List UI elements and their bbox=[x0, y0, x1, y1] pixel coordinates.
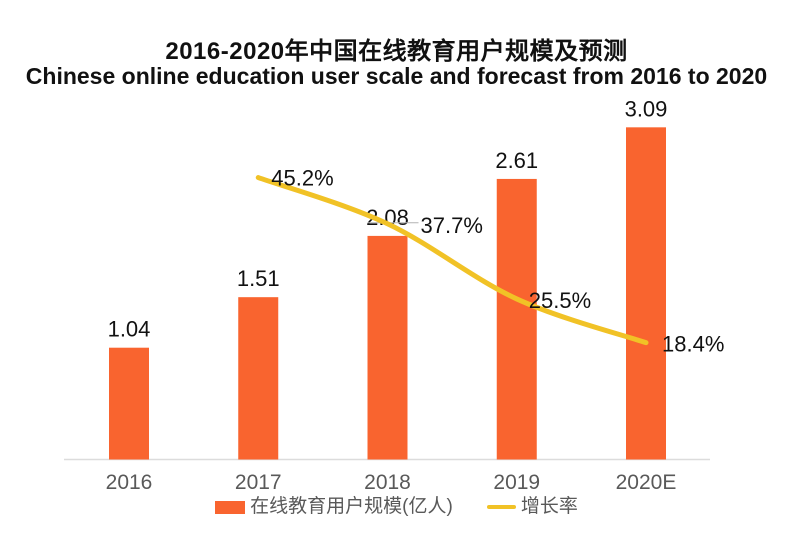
bar-series-label: 在线教育用户规模(亿人) bbox=[250, 496, 453, 517]
growth-rate-label-2017: 45.2% bbox=[271, 166, 333, 191]
x-axis-label-2017: 2017 bbox=[235, 471, 282, 494]
bar-series-swatch-icon bbox=[215, 500, 246, 514]
legend-item-line-series: 增长率 bbox=[486, 496, 578, 517]
x-axis-label-2019: 2019 bbox=[493, 471, 540, 494]
growth-rate-line bbox=[255, 175, 649, 346]
bar-value-label-2016: 1.04 bbox=[108, 317, 151, 342]
x-axis-label-2020E: 2020E bbox=[616, 471, 677, 494]
growth-rate-label-2019: 25.5% bbox=[529, 288, 591, 313]
chart-title-cn: 2016-2020年中国在线教育用户规模及预测 bbox=[165, 38, 628, 65]
bar-value-label-2019: 2.61 bbox=[495, 148, 538, 173]
bar-2016 bbox=[109, 347, 149, 460]
x-axis-label-2016: 2016 bbox=[106, 471, 153, 494]
bar-2018 bbox=[367, 235, 408, 460]
line-series-swatch-icon bbox=[486, 505, 516, 509]
growth-rate-label-2020E: 18.4% bbox=[662, 332, 724, 357]
chart-legend: 在线教育用户规模(亿人) 增长率 bbox=[0, 497, 793, 517]
legend-item-bar-series: 在线教育用户规模(亿人) bbox=[215, 497, 453, 517]
bar-2020E bbox=[626, 127, 666, 460]
bar-value-label-2017: 1.51 bbox=[237, 266, 280, 291]
bar-2017 bbox=[238, 297, 279, 460]
chart-title-en: Chinese online education user scale and … bbox=[25, 63, 768, 89]
bar-2019 bbox=[496, 178, 537, 460]
bar-value-label-2020E: 3.09 bbox=[625, 96, 668, 121]
x-axis-label-2018: 2018 bbox=[364, 471, 411, 494]
line-series-label: 增长率 bbox=[520, 496, 578, 517]
growth-rate-label-2018: 37.7% bbox=[421, 213, 483, 238]
